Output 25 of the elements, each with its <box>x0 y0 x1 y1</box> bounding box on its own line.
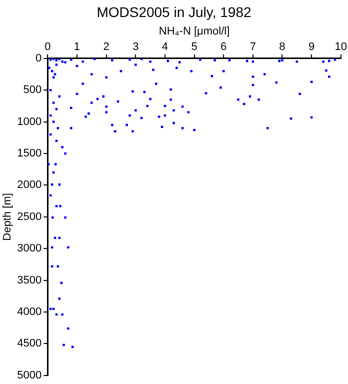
x-tick-label: 6 <box>220 40 227 53</box>
x-tick-label: 4 <box>162 40 168 53</box>
x-tick-label: 0 <box>44 40 51 53</box>
y-tick-label: 4500 <box>17 338 42 350</box>
x-tick-label: 9 <box>308 40 315 53</box>
y-tick-label: 5000 <box>17 369 42 382</box>
x-tick-label: 5 <box>191 40 198 53</box>
y-tick-label: 2000 <box>17 179 42 192</box>
x-tick-label: 1 <box>74 40 80 53</box>
x-axis-title: NH₄-N [μmol/l] <box>158 26 230 38</box>
x-tick-label: 8 <box>279 40 286 53</box>
x-tick-label: 3 <box>132 40 139 53</box>
y-tick-label: 3000 <box>17 242 42 255</box>
x-tick-label: 2 <box>103 40 110 53</box>
y-tick-label: 1500 <box>17 148 42 160</box>
y-tick-label: 0 <box>36 52 42 64</box>
x-tick-label: 10 <box>334 40 348 53</box>
y-tick-label: 4000 <box>17 306 42 318</box>
y-tick-label: 2500 <box>17 210 42 223</box>
y-axis-title: Depth [m] <box>2 193 14 241</box>
y-tick-label: 500 <box>23 84 42 96</box>
chart-title: MODS2005 in July, 1982 <box>96 4 252 20</box>
y-tick-label: 1000 <box>17 116 42 128</box>
y-tick-label: 3500 <box>17 274 42 286</box>
x-tick-label: 7 <box>250 40 256 53</box>
